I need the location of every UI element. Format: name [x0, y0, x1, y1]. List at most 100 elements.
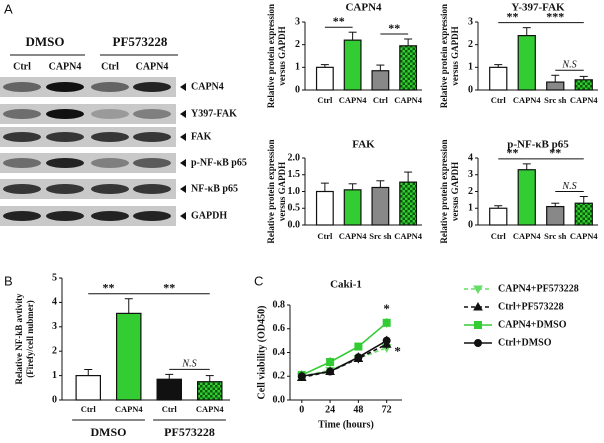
- blot-band: [3, 82, 41, 92]
- blot-band: [46, 211, 84, 221]
- y-tick-label: 1: [52, 370, 57, 381]
- marker: [354, 353, 363, 362]
- x-tick-label: 48: [353, 404, 363, 415]
- blot-strip: [0, 77, 176, 97]
- bar: [489, 207, 508, 226]
- panel-label: C: [254, 273, 263, 288]
- bar: [343, 189, 362, 226]
- bar: [156, 378, 183, 401]
- y-tick-label: 4: [52, 297, 57, 308]
- arrow: [180, 133, 186, 141]
- bar: [315, 190, 334, 226]
- y-tick-label: 2: [52, 345, 57, 356]
- bar: [371, 186, 390, 226]
- blot-strip: [0, 179, 176, 199]
- legend-label: CAPN4+DMSO: [498, 319, 567, 330]
- y-tick-label: 4: [468, 152, 473, 163]
- blot-band: [133, 132, 171, 142]
- y-axis-label: (Firefy/cell nubmer): [25, 300, 35, 378]
- series-line: [301, 343, 388, 379]
- blot-band: [133, 211, 171, 221]
- bar: [115, 312, 142, 401]
- blot-band: [133, 184, 171, 194]
- y-tick-label: 3: [295, 16, 300, 27]
- significance-label: **: [333, 14, 345, 28]
- x-tick-label: Src sh: [544, 231, 567, 241]
- bar: [574, 79, 593, 91]
- y-axis-label: Cell viability (OD450): [256, 306, 267, 400]
- y-tick-label: 1.5: [288, 169, 301, 180]
- row-label: Y397-FAK: [191, 108, 237, 119]
- chart-title: Y-397-FAK: [511, 2, 565, 14]
- significance-label: **: [103, 280, 115, 294]
- bar: [546, 205, 565, 226]
- bar: [399, 181, 418, 226]
- marker: [382, 318, 391, 327]
- y-axis-label: versus GAPDH: [277, 26, 287, 85]
- y-tick-label: 0.6: [273, 323, 286, 334]
- chart-title: CAPN4: [345, 2, 382, 14]
- arrow: [180, 159, 186, 167]
- y-tick-label: 2.0: [288, 152, 301, 163]
- row-label: CAPN4: [191, 81, 224, 92]
- marker: [326, 367, 335, 376]
- x-tick-label: CAPN4: [570, 95, 599, 105]
- significance-label: **: [163, 280, 175, 294]
- y-axis-label: versus GAPDH: [450, 162, 460, 221]
- y-tick-label: 0.4: [273, 347, 286, 358]
- y-tick-label: 3: [52, 321, 57, 332]
- row-label: FAK: [191, 131, 212, 142]
- arrow: [180, 110, 186, 118]
- y-tick-label: 0.0: [273, 394, 286, 405]
- blot-band: [91, 184, 129, 194]
- y-axis-label: Relative protein expression: [439, 4, 449, 108]
- blot-band: [91, 211, 129, 221]
- lane-label: Ctrl: [101, 61, 119, 72]
- marker: [474, 339, 482, 347]
- blot-band: [46, 109, 84, 119]
- x-tick-label: CAPN4: [115, 404, 144, 414]
- blot-strip: [0, 127, 176, 147]
- blot-band: [3, 109, 41, 119]
- arrow: [180, 185, 186, 193]
- blot-band: [133, 82, 171, 92]
- marker: [326, 358, 335, 366]
- y-tick-label: 1: [295, 62, 300, 73]
- y-tick-label: 1.0: [288, 186, 301, 197]
- chart-title: FAK: [352, 139, 375, 151]
- blot-band: [46, 132, 84, 142]
- y-tick-label: 2: [468, 186, 473, 197]
- row-label: p-NF-κB p65: [191, 157, 247, 168]
- x-tick-label: Ctrl: [491, 231, 507, 241]
- blot-band: [91, 109, 129, 119]
- y-tick-label: 2: [468, 39, 473, 50]
- lane-label: CAPN4: [49, 61, 82, 72]
- significance-label: **: [507, 9, 519, 23]
- lane-label: CAPN4: [136, 61, 169, 72]
- x-tick-label: CAPN4: [339, 95, 368, 105]
- chart-title: Caki-1: [330, 279, 362, 291]
- x-tick-label: Ctrl: [162, 404, 178, 414]
- marker: [297, 372, 306, 381]
- marker: [354, 342, 363, 351]
- y-axis-label: Relative protein expression: [266, 4, 276, 108]
- x-tick-label: CAPN4: [394, 231, 423, 241]
- arrow: [180, 212, 186, 220]
- x-tick-label: 72: [382, 404, 392, 415]
- bar: [371, 70, 390, 91]
- x-tick-label: CAPN4: [394, 95, 423, 105]
- blot-band: [91, 158, 129, 168]
- significance-label: ***: [546, 9, 564, 23]
- group-label: DMSO: [91, 425, 127, 439]
- y-axis-label: versus GAPDH: [450, 26, 460, 85]
- y-tick-label: 0: [295, 84, 300, 95]
- legend-label: CAPN4+PF573228: [498, 283, 579, 294]
- x-axis-label: Time (hours): [318, 419, 374, 430]
- blot-band: [3, 184, 41, 194]
- blot-band: [133, 158, 171, 168]
- y-tick-label: 0: [52, 394, 57, 405]
- significance-label: N.S: [561, 181, 576, 192]
- x-tick-label: CAPN4: [570, 231, 599, 241]
- significance-label: **: [388, 21, 400, 35]
